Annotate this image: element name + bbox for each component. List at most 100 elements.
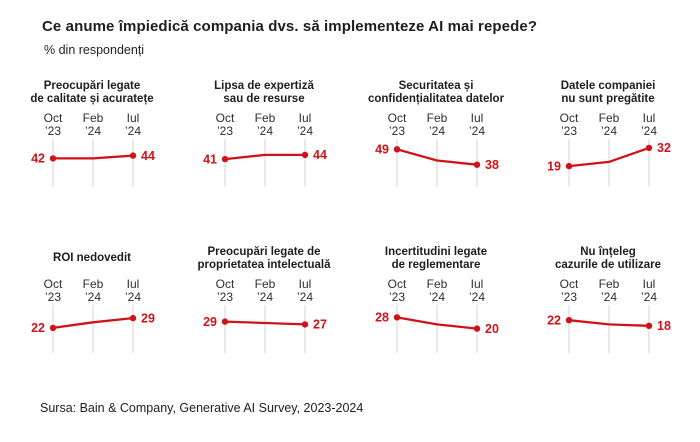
x-tick-label: Feb — [254, 277, 275, 291]
trend-line — [395, 148, 478, 166]
x-tick-label: ’24 — [468, 124, 484, 138]
data-point-start — [565, 317, 572, 324]
panel-title: Incertitudini legate de reglementare — [384, 245, 488, 271]
x-tick-label: ’24 — [640, 124, 656, 138]
x-tick-label: Iul — [298, 277, 311, 291]
panel-title: Preocupări legate de calitate și acurate… — [30, 79, 154, 105]
value-label-end: 38 — [485, 158, 499, 172]
x-tick-label: ’24 — [124, 124, 140, 138]
panel-title: Securitatea și confidențialitatea datelo… — [367, 79, 505, 105]
data-point-end — [473, 161, 480, 168]
x-tick-label: ’24 — [428, 124, 444, 138]
value-label-start: 29 — [203, 315, 217, 329]
data-point-start — [221, 155, 228, 163]
chart-panel-2: Lipsa de expertiză sau de resurse Oct ’23 F… — [178, 79, 350, 189]
x-tick-label: Feb — [426, 111, 447, 125]
x-tick-label: ’24 — [296, 124, 312, 138]
x-tick-label: Iul — [470, 111, 483, 125]
data-point-start — [221, 318, 228, 325]
trend-line — [567, 146, 650, 168]
chart-panel-3: Securitatea și confidențialitatea datelo… — [350, 79, 522, 189]
x-tick-label: Oct — [43, 277, 62, 291]
trend-line — [51, 154, 134, 160]
x-tick-label: Iul — [642, 277, 655, 291]
trend-line — [51, 316, 134, 330]
chart-panel-6: Preocupări legate de proprietatea intele… — [178, 245, 350, 355]
x-tick-label: ’24 — [600, 124, 616, 138]
data-point-end — [645, 322, 652, 329]
chart-panel-4: Datele companiei nu sunt pregătite Oct ’23… — [522, 79, 694, 189]
chart-panel-1: Preocupări legate de calitate și acurate… — [6, 79, 178, 189]
value-label-end: 20 — [485, 322, 499, 336]
panel-title: Preocupări legate de proprietatea intele… — [197, 245, 331, 271]
x-tick-label: ’23 — [388, 124, 404, 138]
trend-line — [223, 320, 306, 326]
x-tick-label: Iul — [298, 111, 311, 125]
value-label-start: 42 — [31, 152, 45, 166]
x-tick-label: Feb — [82, 111, 103, 125]
x-tick-label: Iul — [126, 277, 139, 291]
value-label-end: 29 — [141, 311, 155, 325]
x-tick-label: Feb — [426, 277, 447, 291]
data-point-start — [393, 314, 400, 321]
page-title: Ce anume împiedică compania dvs. să impl… — [42, 18, 538, 35]
value-label-end: 18 — [657, 319, 671, 333]
data-point-start — [49, 155, 56, 162]
value-label-start: 19 — [547, 159, 561, 173]
x-tick-label: ’24 — [428, 290, 444, 304]
value-label-start: 28 — [375, 311, 389, 325]
x-tick-label: ’24 — [640, 290, 656, 304]
page-header: Ce anume împiedică compania dvs. să impl… — [0, 0, 700, 57]
x-tick-label: Iul — [470, 277, 483, 291]
data-point-start — [393, 146, 400, 153]
data-point-end — [473, 325, 480, 332]
x-tick-label: Oct — [215, 277, 234, 291]
value-label-end: 44 — [141, 149, 155, 163]
x-tick-label: Oct — [387, 277, 406, 291]
panel-title: ROI nedovedit — [53, 252, 131, 265]
chart-panel-7: Incertitudini legate de reglementare Oct ’… — [350, 245, 522, 355]
chart-panel-5: ROI nedovedit Oct ’23 Feb ’24 Iul ’24 22 29 — [6, 245, 178, 355]
data-point-end — [129, 152, 136, 159]
x-tick-label: ’23 — [560, 290, 576, 304]
value-label-start: 22 — [547, 313, 561, 327]
panel-title: Datele companiei nu sunt pregătite — [560, 79, 656, 105]
x-tick-label: ’23 — [216, 124, 232, 138]
x-tick-label: ’24 — [84, 124, 100, 138]
x-tick-label: ’23 — [44, 290, 60, 304]
value-label-end: 44 — [313, 148, 327, 162]
data-point-end — [129, 314, 136, 322]
page-subtitle: % din respondenți — [44, 43, 145, 57]
value-label-end: 27 — [313, 318, 327, 332]
chart-panel-8: Nu înțeleg cazurile de utilizare Oct ’23 Fe… — [522, 245, 694, 355]
value-label-start: 49 — [375, 143, 389, 157]
x-tick-label: ’24 — [296, 290, 312, 304]
x-tick-label: Feb — [598, 277, 619, 291]
trend-line — [567, 319, 650, 327]
x-tick-label: ’24 — [256, 124, 272, 138]
value-label-start: 41 — [203, 152, 217, 166]
trend-line — [395, 316, 478, 330]
small-multiples-grid: Preocupări legate de calitate și acurate… — [0, 79, 700, 355]
x-tick-label: Oct — [215, 111, 234, 125]
panel-title: Lipsa de expertiză sau de resurse — [214, 79, 314, 105]
x-tick-label: ’24 — [468, 290, 484, 304]
x-tick-label: Oct — [43, 111, 62, 125]
x-tick-label: ’23 — [44, 124, 60, 138]
trend-line — [223, 153, 306, 161]
panel-title: Nu înțeleg cazurile de utilizare — [554, 245, 662, 271]
data-point-end — [301, 151, 308, 159]
x-tick-label: Oct — [387, 111, 406, 125]
x-tick-label: Feb — [598, 111, 619, 125]
x-tick-label: ’24 — [600, 290, 616, 304]
x-tick-label: ’24 — [84, 290, 100, 304]
x-tick-label: ’23 — [560, 124, 576, 138]
data-point-end — [645, 144, 652, 152]
